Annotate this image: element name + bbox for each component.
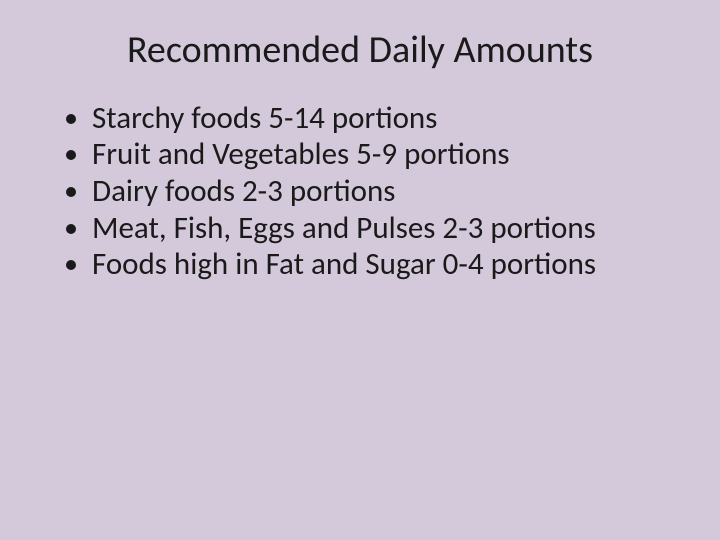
list-item: Foods high in Fat and Sugar 0-4 portions bbox=[92, 246, 672, 283]
slide: Recommended Daily Amounts Starchy foods … bbox=[0, 0, 720, 540]
bullet-list: Starchy foods 5-14 portions Fruit and Ve… bbox=[48, 100, 672, 283]
list-item: Dairy foods 2-3 portions bbox=[92, 173, 672, 210]
list-item: Meat, Fish, Eggs and Pulses 2-3 portions bbox=[92, 210, 672, 247]
slide-title: Recommended Daily Amounts bbox=[48, 30, 672, 72]
list-item: Fruit and Vegetables 5-9 portions bbox=[92, 136, 672, 173]
list-item: Starchy foods 5-14 portions bbox=[92, 100, 672, 137]
